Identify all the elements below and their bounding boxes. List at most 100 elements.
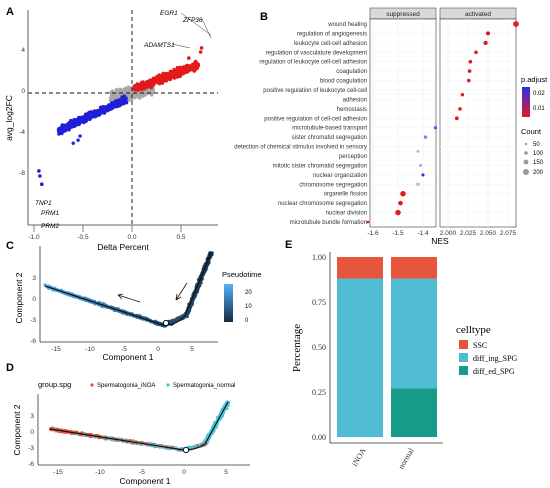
e-xtick: normal bbox=[397, 446, 417, 471]
b-term-label: hemostasis bbox=[337, 107, 367, 113]
a-point-ns bbox=[137, 95, 141, 99]
a-point-down bbox=[120, 99, 125, 104]
c-y-axis-title: Component 2 bbox=[14, 272, 24, 323]
a-gene-label: TNP1 bbox=[35, 200, 52, 207]
b-legend-count-title: Count bbox=[521, 127, 542, 136]
a-ytick: 0 bbox=[21, 88, 25, 95]
a-point-down bbox=[60, 126, 64, 131]
a-point-ns bbox=[109, 94, 113, 98]
panel-c-letter: C bbox=[6, 240, 14, 252]
a-point-up bbox=[147, 84, 151, 89]
a-point-down bbox=[124, 96, 128, 100]
a-point-down bbox=[76, 138, 80, 142]
d-y-axis-title: Component 2 bbox=[12, 404, 22, 455]
panel-b: B wound healing regulation of angiogenesi… bbox=[234, 7, 548, 246]
a-point-down bbox=[110, 106, 114, 111]
a-point-up bbox=[195, 63, 199, 68]
a-ytick: -8 bbox=[19, 170, 25, 177]
a-point-ns bbox=[140, 94, 145, 99]
a-point-up bbox=[136, 83, 140, 87]
e-legend-title: celltype bbox=[456, 324, 491, 336]
a-point-down bbox=[71, 121, 76, 125]
b-term-label: wound healing bbox=[327, 22, 367, 28]
e-bar-segment bbox=[337, 278, 383, 437]
a-point-down bbox=[109, 101, 114, 106]
b-term-label: mitotic sister chromatid segregation bbox=[273, 163, 367, 169]
c-legend-tick: 20 bbox=[245, 290, 252, 296]
a-point-labeled bbox=[198, 50, 203, 54]
b-point bbox=[483, 40, 488, 46]
b-legend-count-label: 200 bbox=[533, 170, 544, 176]
d-trajectory bbox=[49, 401, 229, 454]
d-point-mixed bbox=[194, 444, 197, 448]
a-xtick: 0.0 bbox=[127, 234, 136, 241]
panel-e-letter: E bbox=[285, 239, 292, 251]
panel-d: D group.spg Spermatogonia_iNOA Spermatog… bbox=[6, 362, 250, 486]
b-term-label: nuclear division bbox=[326, 211, 367, 217]
e-legend: celltype SSC diff_ing_SPG diff_ed_SPG bbox=[456, 324, 518, 376]
a-y-axis-title: avg_log2FC bbox=[4, 95, 14, 141]
b-term-label: microtubule-based transport bbox=[292, 126, 367, 132]
b-term-label: regulation of angiogenesis bbox=[297, 31, 367, 37]
a-point-down bbox=[92, 111, 96, 115]
b-term-label: nuclear chromosome segregation bbox=[278, 201, 367, 207]
a-point-up bbox=[148, 81, 152, 85]
a-point-up bbox=[156, 77, 160, 81]
a-point-down bbox=[86, 113, 90, 118]
a-point-up bbox=[153, 79, 157, 83]
d-ytick: 0 bbox=[30, 429, 34, 436]
e-legend-label: diff_ing_SPG bbox=[473, 354, 518, 363]
a-gene-label: EGR1 bbox=[160, 10, 178, 17]
panel-c-points bbox=[43, 251, 214, 328]
a-point-labeled bbox=[37, 169, 41, 173]
b-point bbox=[433, 126, 438, 130]
a-point-down bbox=[101, 105, 105, 110]
b-xtick: -1.5 bbox=[392, 230, 404, 237]
a-gene-label: PRM1 bbox=[41, 210, 59, 217]
b-term-label: nuclear organization bbox=[313, 173, 367, 179]
e-ytick: 0.25 bbox=[312, 388, 326, 397]
b-point bbox=[423, 135, 428, 139]
d-xtick: -10 bbox=[95, 469, 105, 476]
panel-a-letter: A bbox=[6, 6, 14, 18]
b-term-label: positive regulation of cell-cell adhesio… bbox=[264, 116, 367, 122]
b-term-label: chromosome segregation bbox=[299, 182, 367, 188]
a-gene-label: ZFP36 bbox=[182, 17, 203, 24]
a-point-up bbox=[187, 67, 191, 71]
a-point-ns bbox=[145, 89, 149, 93]
a-point-up bbox=[157, 73, 161, 77]
b-term-label: blood coagulation bbox=[320, 79, 367, 85]
b-point bbox=[513, 21, 519, 27]
a-point-ns bbox=[114, 87, 118, 92]
d-xtick: 5 bbox=[224, 469, 228, 476]
d-legend-dot-normal bbox=[166, 383, 170, 387]
a-point-up bbox=[169, 69, 173, 74]
b-xtick: -1.4 bbox=[417, 230, 429, 237]
a-point-up bbox=[141, 80, 145, 84]
e-xtick: iNOA bbox=[350, 446, 368, 468]
b-plot-right bbox=[439, 18, 517, 228]
a-gene-labels: EGR1 ZFP36 ADAMTS1 TNP1 PRM1 PRM2 bbox=[35, 10, 212, 230]
b-point bbox=[458, 107, 462, 111]
c-xtick: -5 bbox=[121, 346, 127, 353]
panel-a-points bbox=[28, 10, 218, 225]
b-point bbox=[395, 209, 401, 216]
b-point bbox=[454, 116, 459, 121]
panel-b-letter: B bbox=[260, 11, 268, 23]
a-xtick: -1.0 bbox=[28, 234, 40, 241]
b-legend-count-label: 100 bbox=[533, 151, 544, 157]
a-point-down bbox=[114, 100, 118, 105]
c-point bbox=[43, 283, 47, 287]
a-point-up bbox=[177, 74, 181, 79]
b-point bbox=[474, 50, 478, 55]
b-point bbox=[416, 149, 420, 153]
e-legend-swatch-diff-ed bbox=[459, 366, 468, 375]
b-point bbox=[485, 31, 491, 36]
e-legend-label: SSC bbox=[473, 341, 487, 350]
a-point-ns bbox=[143, 93, 147, 97]
a-point-up bbox=[178, 69, 183, 73]
e-legend-label: diff_ed_SPG bbox=[473, 367, 515, 376]
a-gene-label: PRM2 bbox=[41, 223, 59, 230]
a-point-up bbox=[144, 80, 148, 85]
